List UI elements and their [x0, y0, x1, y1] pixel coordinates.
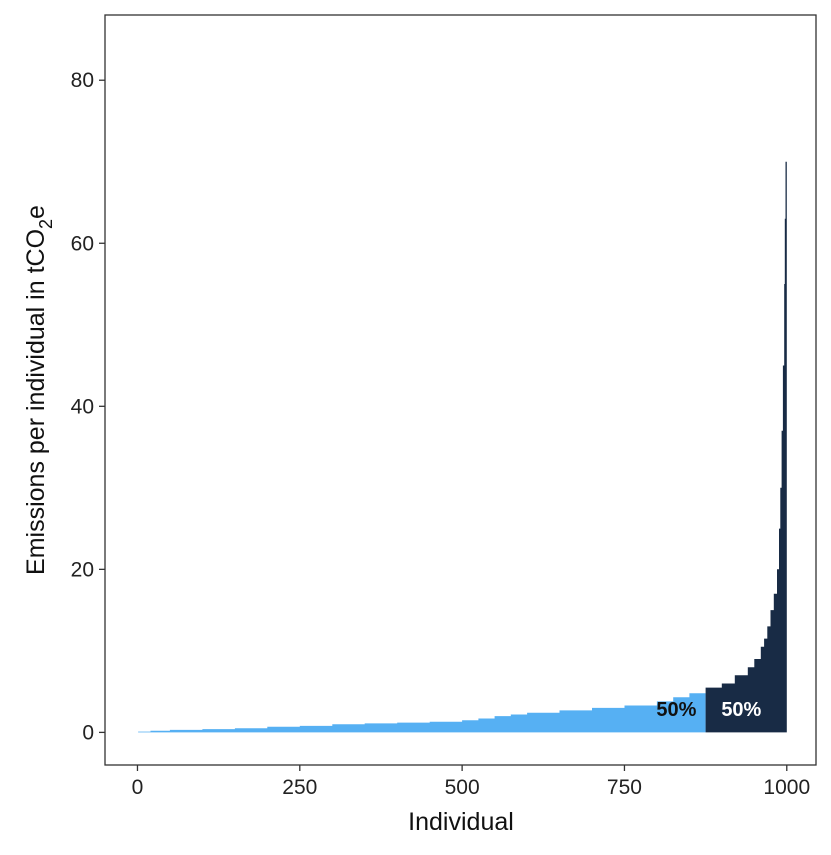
x-axis-title: Individual [408, 808, 514, 836]
y-axis-title-subscript: 2 [36, 219, 56, 229]
x-tick-label: 0 [132, 776, 144, 799]
x-tick-label: 250 [282, 776, 317, 799]
annotation-upper-share: 50% [721, 699, 761, 721]
y-tick-label: 60 [71, 232, 94, 255]
y-axis-title: Emissions per individual in tCO2e [22, 205, 56, 575]
area-layer [138, 47, 787, 733]
x-tick-label: 750 [607, 776, 642, 799]
annotation-layer: 50% 50% [656, 699, 761, 721]
y-tick-label: 40 [71, 395, 94, 418]
area-upper-50-percent [705, 47, 787, 733]
y-tick-label: 20 [71, 558, 94, 581]
x-tick-label: 500 [445, 776, 480, 799]
area-lower-50-percent [138, 687, 706, 733]
y-axis-title-prefix: Emissions per individual in tCO [22, 229, 50, 575]
y-tick-label: 80 [71, 69, 94, 92]
plot-panel [104, 14, 817, 766]
annotation-lower-share: 50% [656, 699, 696, 721]
y-axis-title-suffix: e [22, 205, 50, 219]
x-axis-ticks: 0 250 500 750 1000 [132, 765, 810, 799]
y-axis-ticks: 0 20 40 60 80 [71, 69, 105, 744]
y-tick-label: 0 [82, 721, 94, 744]
x-tick-label: 1000 [763, 776, 810, 799]
